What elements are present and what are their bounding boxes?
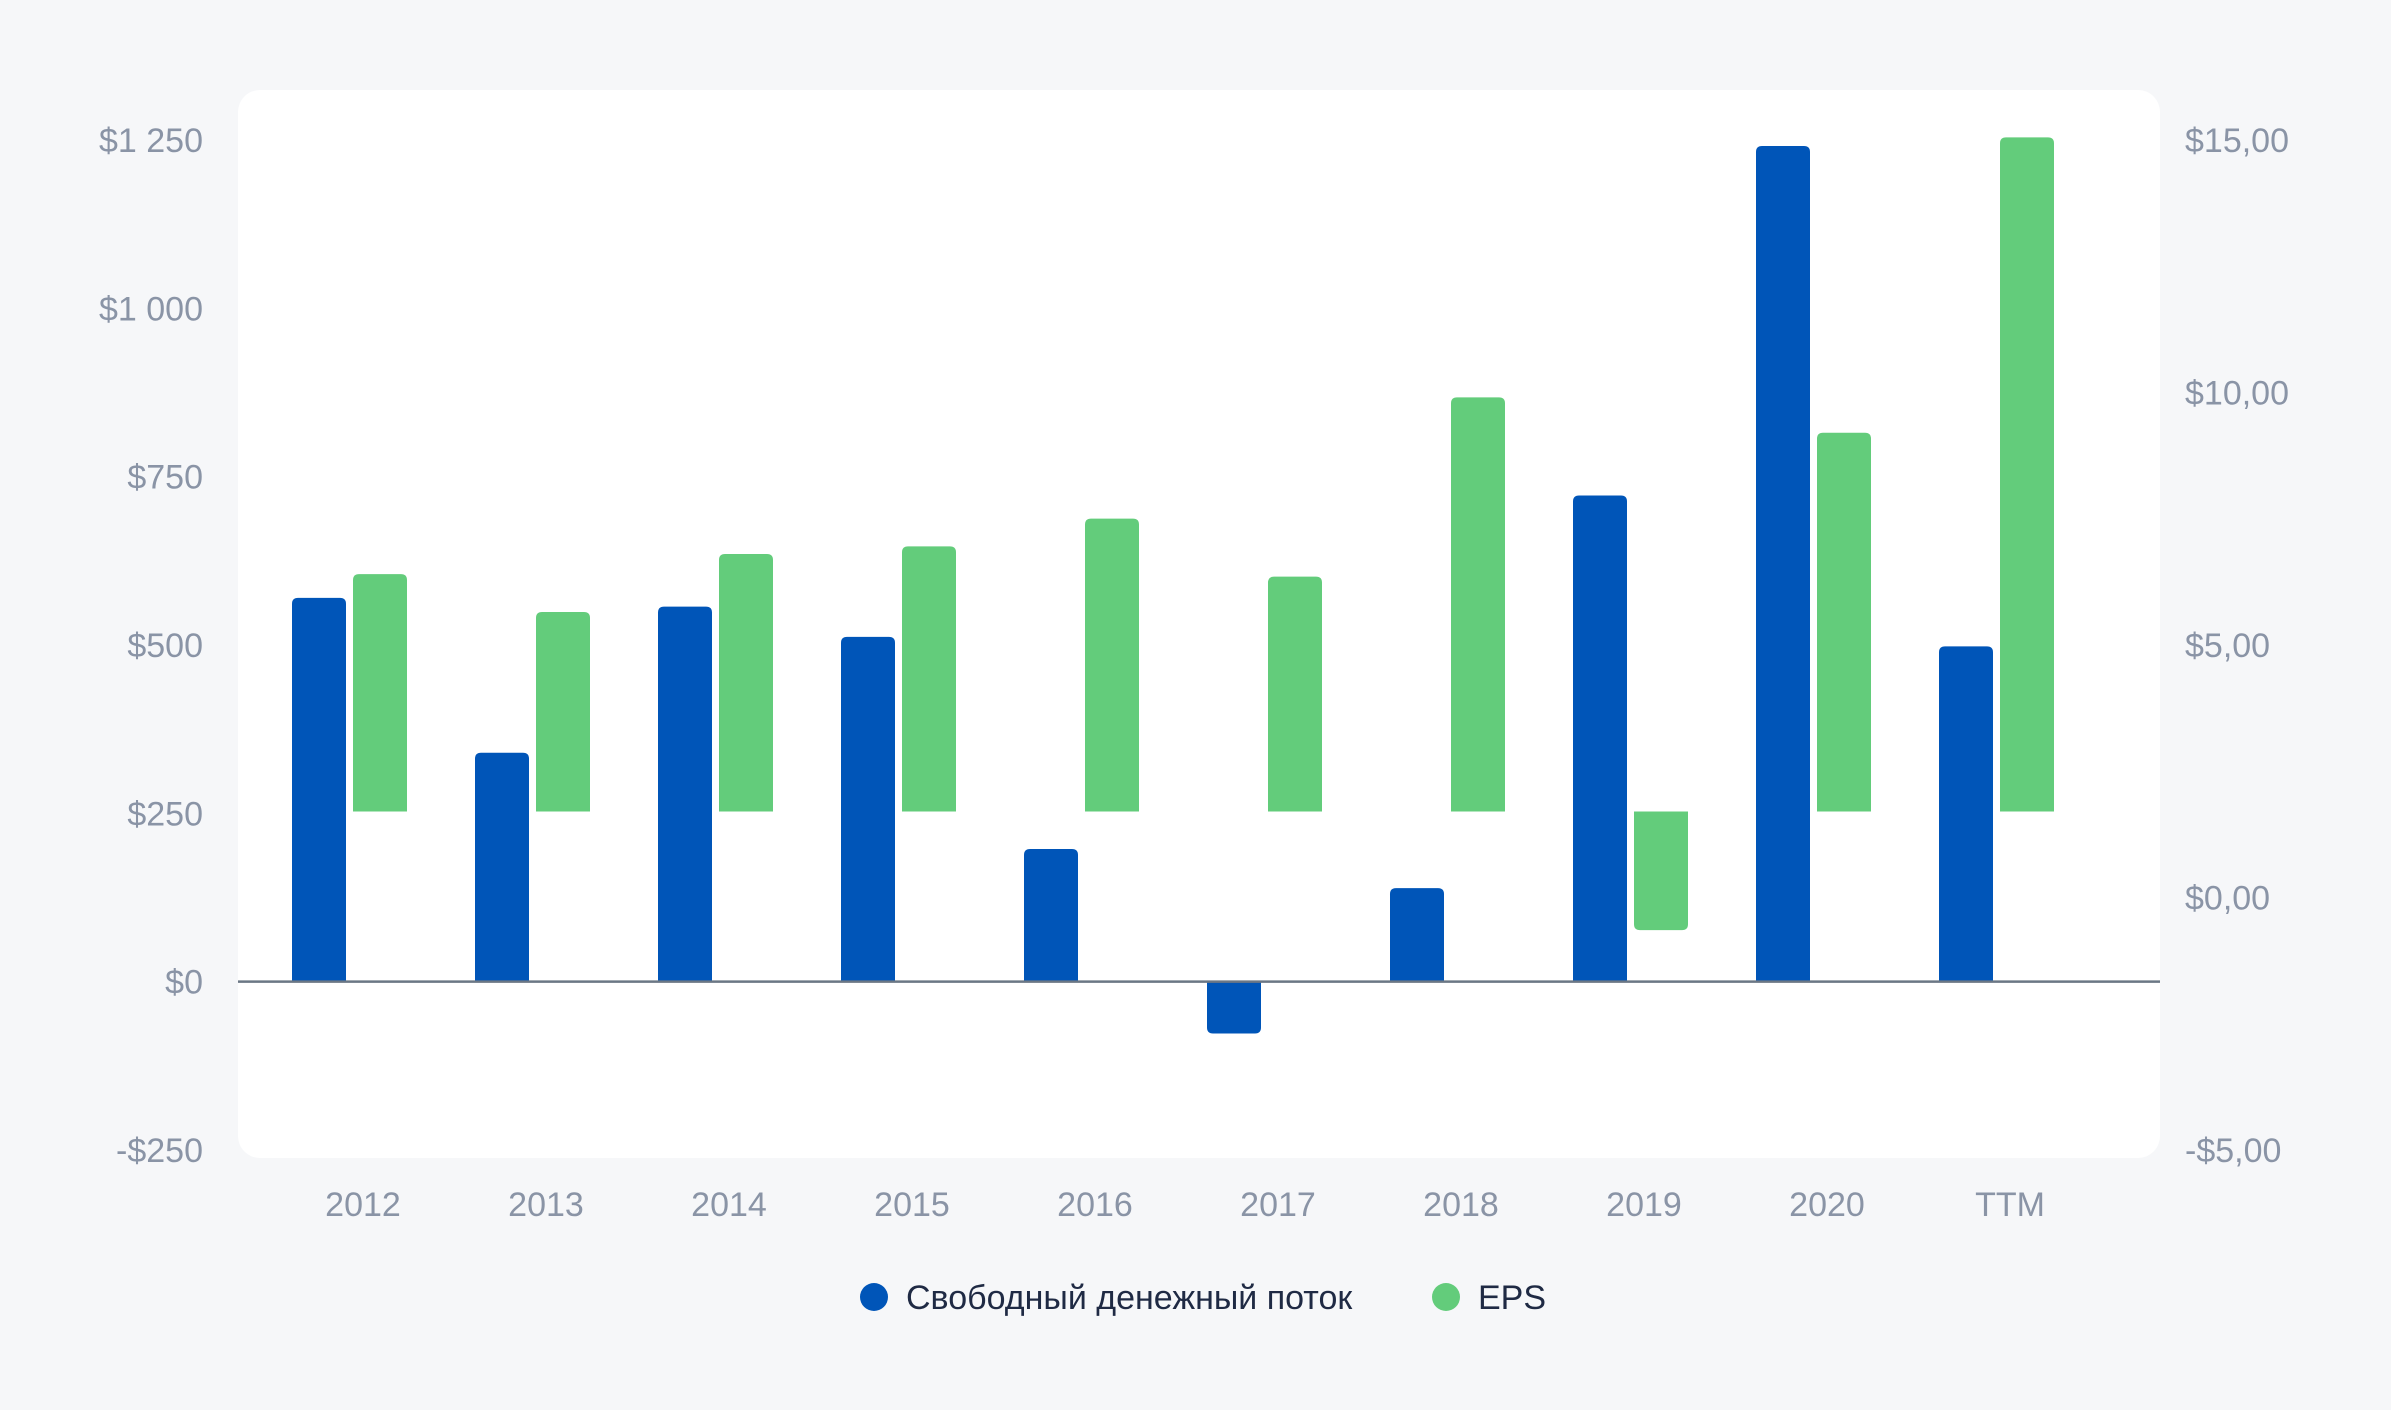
x-tick-label: 2019	[1606, 1186, 1682, 1224]
legend: Свободный денежный поток EPS	[860, 1279, 1546, 1317]
legend-fcf-label: Свободный денежный поток	[906, 1279, 1353, 1317]
bar-fcf-2014	[658, 606, 712, 982]
left-tick-label: $1 000	[99, 290, 203, 328]
bar-fcf-2017	[1207, 981, 1261, 1034]
x-tick-label: 2017	[1240, 1186, 1316, 1224]
bar-fcf-TTM	[1939, 646, 1993, 982]
left-tick-label: $1 250	[99, 122, 203, 160]
bar-eps-2015	[902, 546, 956, 812]
bar-fcf-2012	[292, 597, 346, 982]
left-tick-label: $750	[127, 459, 203, 497]
left-axis-ticks: -$250 $0 $250 $500 $750 $1 000 $1 250	[99, 122, 203, 1170]
x-tick-label: 2018	[1423, 1186, 1499, 1224]
bar-fcf-2018	[1390, 888, 1444, 982]
bar-fcf-2016	[1024, 849, 1078, 982]
bar-fcf-2015	[841, 636, 895, 982]
right-tick-label: $15,00	[2185, 122, 2289, 160]
x-tick-label: 2013	[508, 1186, 584, 1224]
x-tick-label: TTM	[1975, 1186, 2045, 1224]
x-tick-label: 2020	[1789, 1186, 1865, 1224]
bar-eps-2020	[1817, 432, 1871, 812]
bar-eps-2014	[719, 553, 773, 812]
bar-eps-2018	[1451, 397, 1505, 812]
left-tick-label: $250	[127, 795, 203, 833]
left-tick-label: $0	[165, 964, 203, 1002]
legend-fcf-swatch	[860, 1283, 888, 1311]
x-tick-label: 2015	[874, 1186, 950, 1224]
bar-eps-2017	[1268, 576, 1322, 812]
bar-eps-TTM	[2000, 137, 2054, 812]
x-tick-label: 2014	[691, 1186, 767, 1224]
bars	[292, 137, 2054, 1034]
bar-eps-2016	[1085, 518, 1139, 812]
legend-eps-label: EPS	[1478, 1279, 1546, 1317]
x-axis-ticks: 2012 2013 2014 2015 2016 2017 2018 2019 2020 TTM	[325, 1186, 2045, 1224]
plot-background	[238, 90, 2160, 1158]
legend-eps-swatch	[1432, 1283, 1460, 1311]
right-tick-label: $10,00	[2185, 375, 2289, 413]
right-tick-label: $0,00	[2185, 880, 2270, 918]
bar-fcf-2019	[1573, 495, 1627, 982]
bar-eps-2019	[1634, 811, 1688, 931]
bar-fcf-2020	[1756, 146, 1810, 982]
bar-fcf-2013	[475, 752, 529, 982]
left-tick-label: -$250	[116, 1132, 203, 1170]
bar-eps-2013	[536, 612, 590, 812]
right-tick-label: $5,00	[2185, 627, 2270, 665]
right-axis-ticks: -$5,00 $0,00 $5,00 $10,00 $15,00	[2185, 122, 2289, 1170]
right-tick-label: -$5,00	[2185, 1132, 2281, 1170]
bar-eps-2012	[353, 574, 407, 812]
x-tick-label: 2016	[1057, 1186, 1133, 1224]
x-tick-label: 2012	[325, 1186, 401, 1224]
left-tick-label: $500	[127, 627, 203, 665]
